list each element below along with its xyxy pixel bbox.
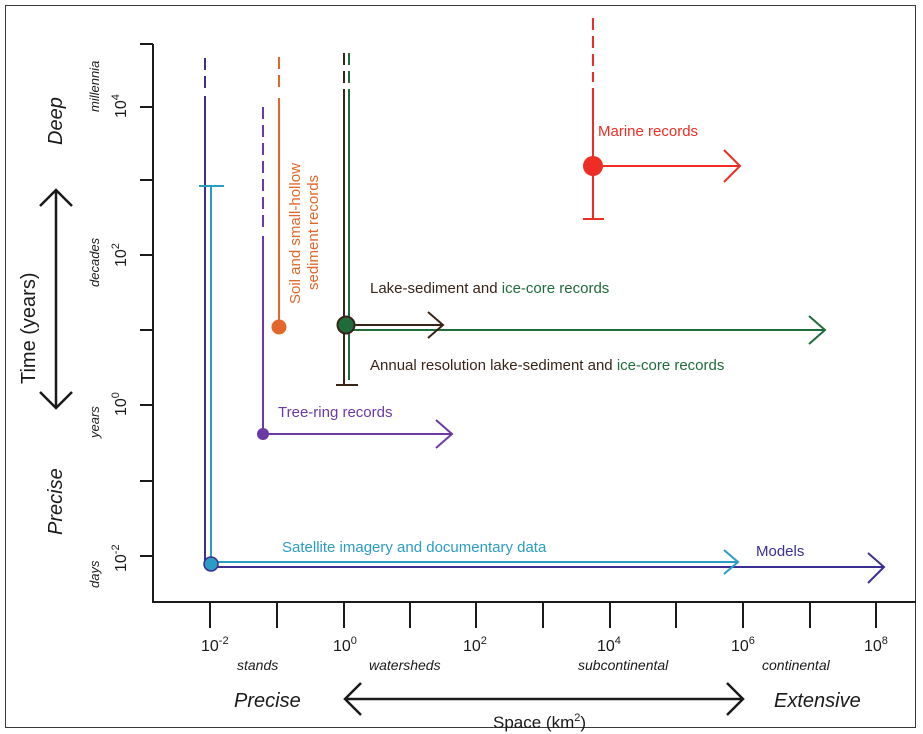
x-tick-label-1e-2: 10-2 (201, 635, 229, 655)
lake-ice-point (336, 315, 356, 335)
x-scale-words: stands watersheds subcontinental contine… (237, 657, 831, 673)
y-axis-labels: 104 102 100 10-2 millennia decades years… (18, 61, 130, 588)
y-tick-label-1e-2: 10-2 (110, 544, 130, 572)
x-word-stands: stands (237, 657, 278, 673)
models-range (204, 58, 886, 584)
x-axis-title: Space (km2) (493, 712, 586, 732)
y-axis-title: Time (years) (18, 273, 40, 384)
y-double-arrow (39, 188, 73, 410)
tree-ring-point (257, 428, 269, 440)
x-extensive-label: Extensive (774, 690, 861, 712)
lake-label: Lake-sediment and ice-core records (370, 280, 609, 297)
period-years: years (87, 406, 102, 439)
x-word-subcontinental: subcontinental (578, 657, 669, 673)
y-tick-label-1e4: 104 (110, 94, 130, 118)
axes (140, 43, 916, 628)
soil-point (271, 319, 287, 335)
x-tick-label-1e2: 102 (463, 635, 487, 655)
ice-core-arrowhead (808, 315, 827, 345)
soil-range (271, 57, 287, 335)
marine-label: Marine records (598, 123, 698, 140)
tree-ring-arrowhead (435, 419, 454, 449)
y-precise-label: Precise (45, 468, 67, 535)
satellite-label: Satellite imagery and documentary data (282, 539, 547, 556)
x-word-continental: continental (762, 657, 831, 673)
marine-point (583, 156, 603, 176)
soil-label-line2: sediment records (305, 175, 322, 290)
soil-label-line1: Soil and small-hollow (287, 163, 304, 304)
lake-ice-range (336, 53, 827, 386)
period-decades: decades (87, 237, 102, 287)
marine-arrowhead (723, 149, 742, 183)
x-axis-labels: 10-2 100 102 104 106 108 (201, 635, 888, 655)
models-arrowhead (867, 552, 886, 584)
figure-frame (5, 5, 916, 728)
y-tick-label-1e0: 100 (110, 392, 130, 416)
y-deep-label: Deep (45, 97, 67, 145)
period-days: days (87, 560, 102, 588)
marine-range (583, 18, 742, 220)
models-label: Models (756, 543, 804, 560)
lake-arrowhead (427, 311, 445, 339)
x-precise-label: Precise (234, 690, 301, 712)
satellite-arrowhead (723, 549, 740, 575)
period-millennia: millennia (87, 61, 102, 112)
y-tick-label-1e2: 102 (110, 243, 130, 267)
x-tick-label-1e4: 104 (597, 635, 621, 655)
x-tick-label-1e0: 100 (333, 635, 357, 655)
tree-ring-range (257, 107, 454, 449)
annual-label: Annual resolution lake-sediment and ice-… (370, 357, 724, 374)
x-double-arrow (343, 682, 745, 716)
x-word-watersheds: watersheds (369, 657, 441, 673)
x-tick-label-1e8: 108 (864, 635, 888, 655)
tree-ring-label: Tree-ring records (278, 404, 392, 421)
satellite-point (203, 556, 219, 572)
satellite-range (199, 185, 740, 575)
x-tick-label-1e6: 106 (731, 635, 755, 655)
